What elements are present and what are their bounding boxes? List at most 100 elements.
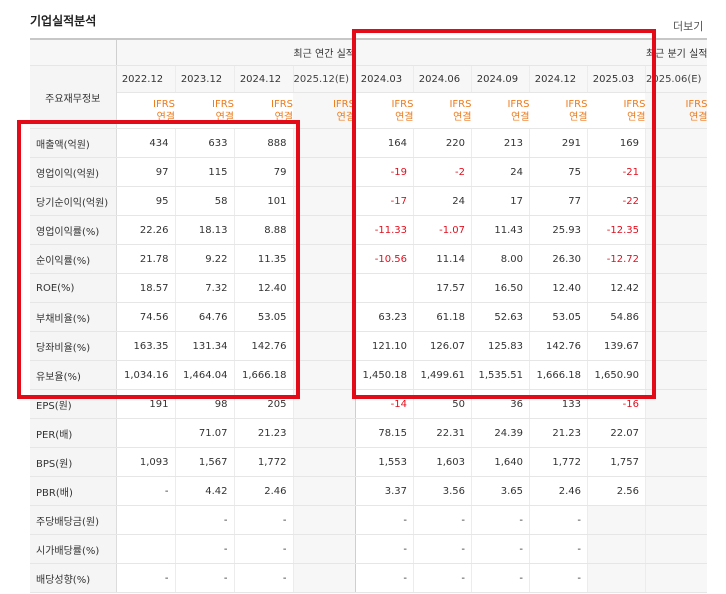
ifrs-label: IFRS 연결 xyxy=(471,92,530,129)
quarter-value-cell xyxy=(644,186,708,216)
period-header: 2022.12 xyxy=(115,65,175,93)
quarter-value-cell: 26.30 xyxy=(528,244,588,274)
ifrs-label: IFRS 연결 xyxy=(115,92,175,129)
ifrs-line1: IFRS xyxy=(391,98,414,110)
annual-value-cell xyxy=(292,505,356,535)
quarter-value-cell: 12.40 xyxy=(528,273,588,303)
ifrs-line1: IFRS xyxy=(153,98,175,110)
ifrs-line1: IFRS xyxy=(332,98,355,110)
annual-value-cell: 1,464.04 xyxy=(174,360,234,390)
quarter-value-cell: 24 xyxy=(470,157,530,187)
quarter-value-cell: -16 xyxy=(586,389,646,419)
annual-value-cell: 53.05 xyxy=(233,302,293,332)
ifrs-line2: 연결 xyxy=(511,111,530,123)
annual-value-cell xyxy=(292,186,356,216)
ifrs-line1: IFRS xyxy=(449,98,472,110)
quarter-value-cell: 24 xyxy=(412,186,472,216)
annual-value-cell: 1,034.16 xyxy=(115,360,175,390)
quarter-value-cell: 1,666.18 xyxy=(528,360,588,390)
quarter-value-cell: 142.76 xyxy=(528,331,588,361)
quarter-value-cell: 36 xyxy=(470,389,530,419)
annual-value-cell: 9.22 xyxy=(174,244,234,274)
annual-value-cell xyxy=(292,360,356,390)
row-label: BPS(원) xyxy=(30,447,117,477)
annual-value-cell xyxy=(115,505,175,535)
quarter-value-cell: - xyxy=(528,563,588,593)
annual-value-cell: 2.46 xyxy=(233,476,293,506)
quarter-value-cell xyxy=(644,360,708,390)
table-row: ROE(%) 18.57 7.32 12.40 17.57 16.50 12.40 12.42 xyxy=(30,273,708,303)
annual-value-cell: 71.07 xyxy=(174,418,234,448)
quarter-value-cell: 77 xyxy=(528,186,588,216)
quarter-value-cell xyxy=(644,476,708,506)
row-label: 당기순이익(억원) xyxy=(30,186,117,216)
quarter-value-cell xyxy=(586,563,646,593)
ifrs-label: IFRS 연결 xyxy=(529,92,588,129)
quarter-value-cell: 8.00 xyxy=(470,244,530,274)
annual-value-cell: 95 xyxy=(115,186,175,216)
annual-value-cell: 18.13 xyxy=(174,215,234,245)
quarter-value-cell: - xyxy=(470,505,530,535)
quarter-value-cell: -21 xyxy=(586,157,646,187)
quarter-value-cell xyxy=(644,302,708,332)
quarter-value-cell: 139.67 xyxy=(586,331,646,361)
ifrs-label: IFRS 연결 xyxy=(645,92,708,129)
section-title: 기업실적분석 xyxy=(30,14,97,28)
annual-value-cell xyxy=(292,302,356,332)
table-row: 당좌비율(%) 163.35 131.34 142.76 121.10 126.07 125… xyxy=(30,331,708,361)
annual-value-cell: 21.23 xyxy=(233,418,293,448)
table-row: 주당배당금(원) - - - - - - xyxy=(30,505,708,535)
annual-value-cell: 58 xyxy=(174,186,234,216)
quarter-value-cell xyxy=(644,418,708,448)
row-label: PER(배) xyxy=(30,418,117,448)
quarter-value-cell xyxy=(644,128,708,158)
table-row: 영업이익률(%) 22.26 18.13 8.88 -11.33 -1.07 11.43 25… xyxy=(30,215,708,245)
quarter-value-cell xyxy=(644,215,708,245)
row-label: 영업이익(억원) xyxy=(30,157,117,187)
annual-value-cell xyxy=(292,418,356,448)
quarter-value-cell: 61.18 xyxy=(412,302,472,332)
ifrs-label: IFRS 연결 xyxy=(175,92,234,129)
quarter-value-cell: 16.50 xyxy=(470,273,530,303)
annual-value-cell xyxy=(292,389,356,419)
quarter-value-cell: 3.65 xyxy=(470,476,530,506)
annual-value-cell: - xyxy=(174,534,234,564)
group-annual-header: 최근 연간 실적 xyxy=(115,38,356,66)
annual-value-cell: 98 xyxy=(174,389,234,419)
annual-value-cell: 1,666.18 xyxy=(233,360,293,390)
quarter-value-cell: - xyxy=(528,534,588,564)
annual-value-cell: - xyxy=(115,476,175,506)
quarter-value-cell: 125.83 xyxy=(470,331,530,361)
group-quarter-header: 최근 분기 실적 xyxy=(354,38,708,66)
quarter-value-cell: 75 xyxy=(528,157,588,187)
annual-value-cell xyxy=(292,331,356,361)
period-header: 2024.06 xyxy=(412,65,472,93)
row-label: EPS(원) xyxy=(30,389,117,419)
more-link[interactable]: 더보기 xyxy=(673,20,704,33)
table-row: 유보율(%) 1,034.16 1,464.04 1,666.18 1,450.18 1,… xyxy=(30,360,708,390)
annual-value-cell: - xyxy=(233,534,293,564)
quarter-value-cell: -14 xyxy=(354,389,414,419)
quarter-value-cell: 50 xyxy=(412,389,472,419)
quarter-value-cell: 213 xyxy=(470,128,530,158)
quarter-value-cell: 11.14 xyxy=(412,244,472,274)
quarter-value-cell: 133 xyxy=(528,389,588,419)
quarter-value-cell xyxy=(644,389,708,419)
table-row: PBR(배) -4.42 2.46 3.37 3.56 3.65 2.46 2.56 xyxy=(30,476,708,506)
annual-value-cell: 1,567 xyxy=(174,447,234,477)
annual-value-cell: 22.26 xyxy=(115,215,175,245)
quarter-value-cell: 1,603 xyxy=(412,447,472,477)
quarter-value-cell: 121.10 xyxy=(354,331,414,361)
period-header: 2024.09 xyxy=(470,65,530,93)
annual-value-cell: 142.76 xyxy=(233,331,293,361)
quarter-value-cell: 1,553 xyxy=(354,447,414,477)
annual-value-cell xyxy=(292,244,356,274)
quarter-value-cell: 24.39 xyxy=(470,418,530,448)
quarter-value-cell: -19 xyxy=(354,157,414,187)
quarter-value-cell xyxy=(644,157,708,187)
quarter-value-cell xyxy=(644,447,708,477)
quarter-value-cell: - xyxy=(412,563,472,593)
table-row: 배당성향(%) - - - - - - - xyxy=(30,563,708,593)
quarter-value-cell: 52.63 xyxy=(470,302,530,332)
ifrs-line2: 연결 xyxy=(453,111,472,123)
